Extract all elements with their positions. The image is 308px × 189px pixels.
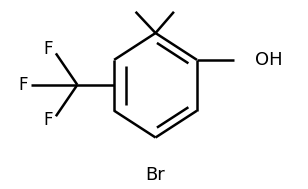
Text: OH: OH (255, 51, 283, 69)
Text: Br: Br (146, 166, 165, 184)
Text: F: F (43, 40, 53, 58)
Text: F: F (19, 76, 28, 94)
Text: F: F (43, 111, 53, 129)
